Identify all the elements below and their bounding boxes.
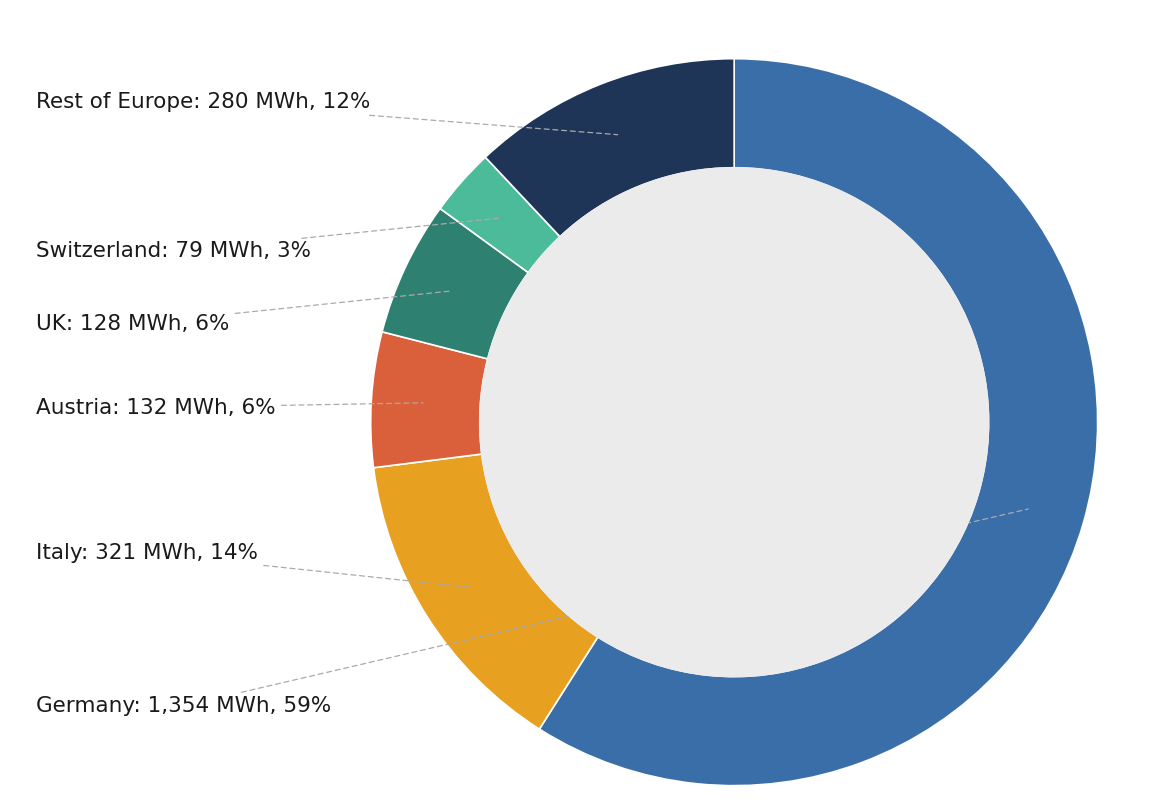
Text: Switzerland: 79 MWh, 3%: Switzerland: 79 MWh, 3% — [36, 218, 500, 261]
Wedge shape — [540, 59, 1098, 785]
Text: UK: 128 MWh, 6%: UK: 128 MWh, 6% — [36, 291, 452, 334]
Wedge shape — [383, 208, 528, 359]
Text: Germany: 1,354 MWh, 59%: Germany: 1,354 MWh, 59% — [36, 509, 1028, 716]
Text: Austria: 132 MWh, 6%: Austria: 132 MWh, 6% — [36, 398, 423, 418]
Wedge shape — [373, 454, 598, 729]
Wedge shape — [371, 332, 487, 468]
Circle shape — [479, 168, 989, 676]
Wedge shape — [485, 59, 734, 237]
Text: Italy: 321 MWh, 14%: Italy: 321 MWh, 14% — [36, 543, 471, 587]
Text: Rest of Europe: 280 MWh, 12%: Rest of Europe: 280 MWh, 12% — [36, 92, 618, 135]
Wedge shape — [440, 158, 561, 272]
